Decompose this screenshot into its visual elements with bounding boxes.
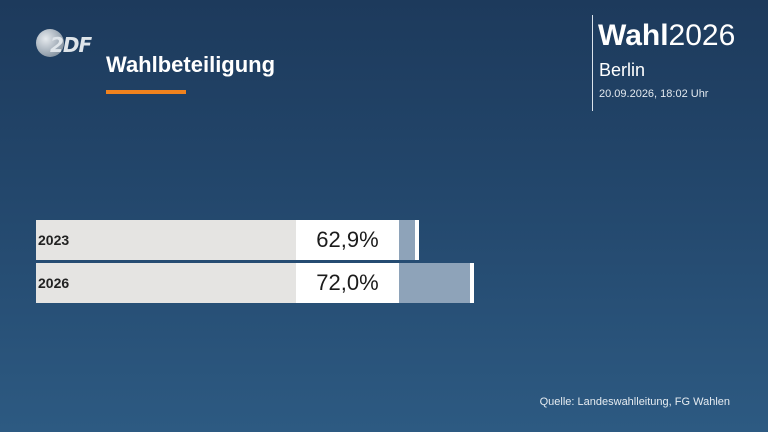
category-label: 2023: [38, 232, 70, 248]
brand-divider: [592, 15, 593, 111]
bar-2023: [399, 220, 418, 260]
category-label: 2026: [38, 275, 70, 291]
value-label: 62,9%: [296, 220, 399, 260]
bar-end-marker: [470, 263, 475, 303]
zdf-logo-circle: [36, 29, 64, 57]
bar-row-2023: 62,9% 2023: [36, 220, 608, 260]
source-note: Quelle: Landeswahlleitung, FG Wahlen: [539, 396, 730, 408]
value-label: 72,0%: [296, 263, 399, 303]
brand-wordmark: Wahl2026: [598, 18, 735, 54]
bar-row-2026: 72,0% 2026: [36, 263, 608, 303]
chart-title: Wahlbeteiligung: [106, 52, 276, 77]
title-underline: [106, 90, 186, 94]
turnout-bar-chart: 62,9% 2023 72,0% 2026: [36, 220, 656, 304]
bar-end-marker: [415, 220, 420, 260]
region-label: Berlin: [599, 60, 646, 80]
brand-year: 2026: [668, 19, 736, 52]
timestamp: 20.09.2026, 18:02 Uhr: [599, 88, 709, 100]
brand-word: Wahl: [598, 19, 669, 52]
zdf-logo: 2DF: [36, 29, 92, 59]
zdf-logo-text: 2DF: [50, 33, 92, 57]
bar-2026: [399, 263, 473, 303]
